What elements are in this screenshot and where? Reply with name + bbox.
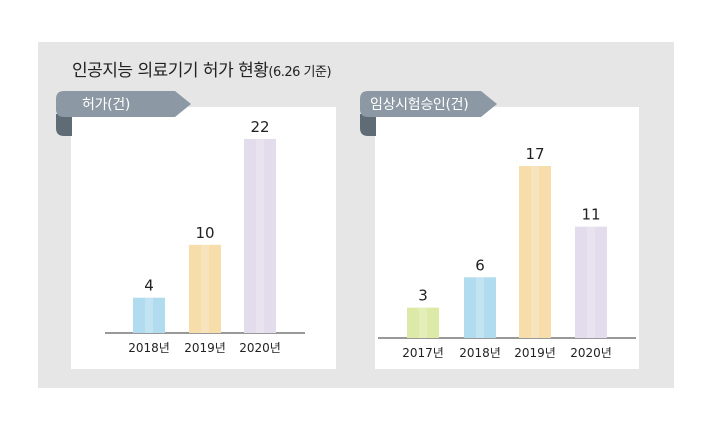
permit-ribbon-fold	[56, 114, 72, 136]
permit-ribbon	[56, 91, 191, 117]
trial-bar-highlight	[476, 277, 484, 338]
permit-bar-highlight	[256, 139, 264, 333]
trial-tick-label: 2020년	[570, 346, 612, 360]
permit-bar-highlight	[201, 244, 209, 333]
permit-tick-label: 2019년	[184, 341, 226, 355]
trial-data-label: 11	[581, 206, 600, 224]
trial-chart-title: 임상시험승인(건)	[370, 97, 469, 113]
permit-bar	[244, 139, 276, 333]
trial-data-label: 17	[525, 145, 544, 163]
page-title: 인공지능 의료기기 허가 현황(6.26 기준)	[72, 56, 332, 81]
permit-chart-title: 허가(건)	[82, 97, 131, 113]
trial-bar	[464, 277, 496, 338]
permit-tick-label: 2018년	[128, 341, 170, 355]
permit-data-label: 4	[144, 277, 154, 295]
trial-tick-label: 2018년	[459, 346, 501, 360]
trial-bar-highlight	[587, 226, 595, 338]
trial-bar	[407, 307, 439, 338]
permit-bar	[189, 244, 221, 333]
permit-tick-label: 2020년	[239, 341, 281, 355]
trial-data-label: 3	[418, 287, 428, 305]
title-note: (6.26 기준)	[268, 65, 332, 80]
trial-bar	[575, 226, 607, 338]
trial-ribbon	[360, 91, 497, 117]
trial-bar-highlight	[419, 307, 427, 338]
permit-bar	[133, 297, 165, 333]
trial-data-label: 6	[475, 256, 485, 274]
trial-bar	[519, 166, 551, 338]
trial-bar-highlight	[531, 166, 539, 338]
trial-tick-label: 2019년	[514, 346, 556, 360]
trial-tick-label: 2017년	[402, 346, 444, 360]
permit-data-label: 10	[195, 224, 214, 242]
trial-ribbon-fold	[360, 114, 376, 136]
permit-data-label: 22	[250, 118, 269, 136]
title-main: 인공지능 의료기기 허가 현황	[72, 61, 269, 81]
permit-bar-highlight	[145, 297, 153, 333]
